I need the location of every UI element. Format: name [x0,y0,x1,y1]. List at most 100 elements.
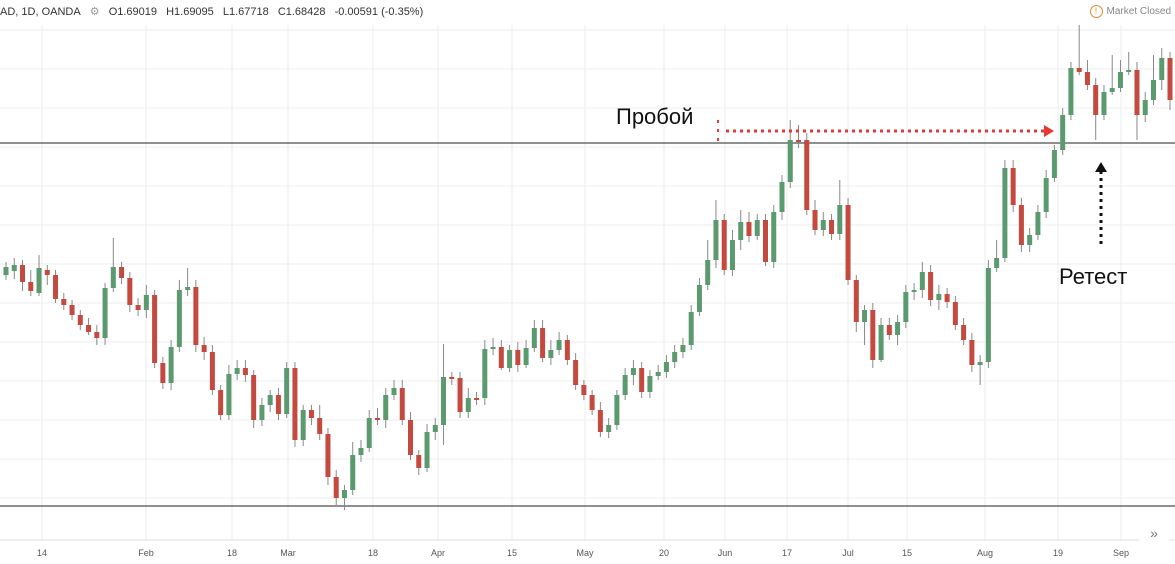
x-tick-label: Mar [280,548,296,558]
candle [862,305,868,345]
candle [350,442,356,495]
candle [829,214,835,240]
candle-body [424,432,430,468]
candle-body [779,182,785,212]
candle-body [1126,70,1132,72]
candle-body [498,347,504,368]
candle [317,405,323,440]
settings-gear-icon[interactable]: ⚙ [89,6,100,18]
candle-body [1076,68,1082,72]
candle [911,283,917,300]
gridlines [0,25,1175,540]
candle [969,333,975,372]
candle [919,262,925,298]
candle-body [886,325,892,335]
candle [1084,60,1090,90]
candle-body [110,267,116,288]
x-tick-label: 14 [37,548,47,558]
candle-body [408,420,414,455]
x-tick-label: Jul [842,548,854,558]
candle [218,385,224,420]
candle [259,398,265,426]
candle-body [531,328,537,348]
candle-body [622,375,628,395]
candle-body [441,377,447,425]
candle-body [812,210,818,230]
candle [556,332,562,355]
candle-body [713,220,719,260]
candle-body [69,305,75,315]
candle-body [564,340,570,360]
candle [449,372,455,385]
candle-body [127,278,133,305]
candle [168,340,174,390]
candle [416,450,422,475]
candle [1051,145,1057,182]
candle [53,270,59,303]
x-tick-label: Jun [718,548,733,558]
candle [688,305,694,350]
candle [1117,60,1123,92]
candle-body [1109,88,1115,92]
candle-body [325,434,331,477]
candle-body [762,220,768,262]
candle-body [787,140,793,182]
candle-body [1002,168,1008,258]
candle-body [829,220,835,234]
candle-body [251,375,257,420]
candle [680,338,686,358]
candle [1027,228,1033,252]
market-status: ! Market Closed [1089,5,1171,18]
candle [176,280,182,352]
candle [143,285,149,318]
scroll-to-realtime-button[interactable]: » [1139,520,1169,546]
candle [110,238,116,292]
candle-body [696,285,702,312]
candle-body [308,410,314,418]
candle-body [119,267,125,278]
candle-body [977,362,983,365]
candle-body [589,395,595,410]
candle-body [796,140,802,142]
candle [820,212,826,236]
candle [573,353,579,390]
candle [242,360,248,382]
candle [251,370,257,428]
candle [135,298,141,316]
candle [1060,108,1066,155]
candle-body [754,220,760,236]
candle [300,405,306,446]
candle [895,315,901,345]
candle [465,388,471,418]
candle-body [432,425,438,432]
candle [474,392,480,405]
candle [721,214,727,275]
candle [606,418,612,438]
x-axis: 14 Feb 18 Mar 18 Apr 15 May 20 Jun 17 Jul 15 Aug 19 Sep [0,539,1175,558]
candle-body [193,287,199,345]
candle [408,412,414,460]
candle-body [1084,72,1090,85]
candle [36,255,42,296]
candle [366,410,372,452]
candle [325,428,331,485]
candle [333,470,339,505]
candle [308,405,314,425]
candle-body [1167,58,1173,100]
candle-body [341,490,347,498]
candles [3,25,1173,510]
x-tick-label: Sep [1113,548,1129,558]
candle [837,180,843,240]
candle-body [721,220,727,270]
candle [341,485,347,510]
candle-body [1035,212,1041,235]
high-value: H1.69095 [166,6,214,18]
candle [61,293,67,310]
candle-body [771,212,777,262]
candle [1093,78,1099,140]
candle [738,210,744,250]
candle-body [185,287,191,290]
candle-body [86,325,92,332]
candle-body [358,448,364,455]
